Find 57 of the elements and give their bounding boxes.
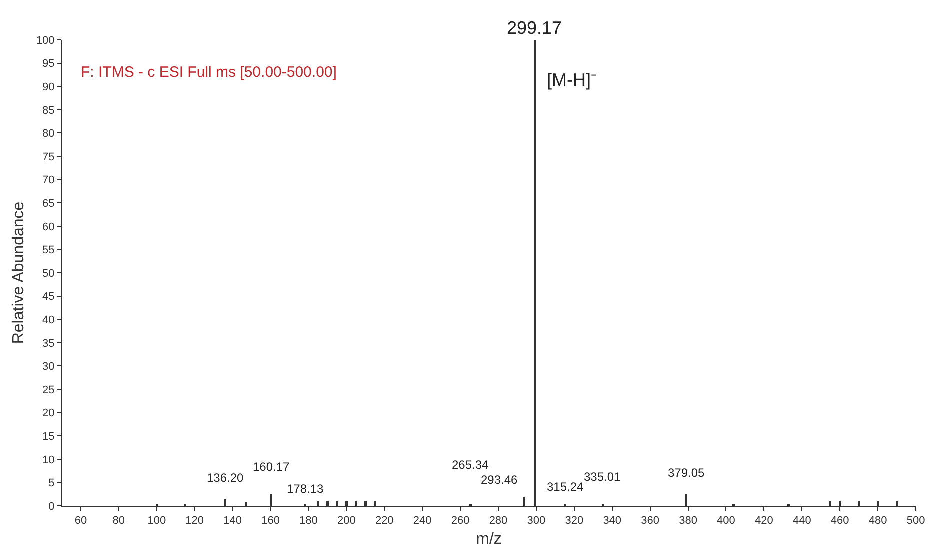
x-tick-label: 220 xyxy=(375,515,394,528)
y-tick-label: 95 xyxy=(42,58,55,70)
annotation: 293.46 xyxy=(481,473,518,487)
y-tick-label: 85 xyxy=(42,104,55,117)
y-tick-label: 15 xyxy=(42,430,55,443)
x-tick-label: 480 xyxy=(868,515,888,528)
x-axis-title: m/z xyxy=(476,530,502,548)
x-tick-label: 260 xyxy=(451,515,470,528)
annotation: 335.01 xyxy=(584,470,622,484)
y-tick-label: 80 xyxy=(42,128,55,140)
y-tick-label: 40 xyxy=(42,314,55,326)
x-tick-label: 100 xyxy=(148,515,166,528)
x-tick-label: 160 xyxy=(262,515,280,528)
annotation: [M-H]⁻ xyxy=(547,70,597,90)
x-tick-label: 240 xyxy=(413,515,432,528)
y-tick-label: 60 xyxy=(42,221,55,234)
x-tick-label: 400 xyxy=(717,515,736,528)
y-tick-label: 10 xyxy=(42,454,55,466)
x-tick-label: 380 xyxy=(679,515,698,528)
x-tick-label: 80 xyxy=(112,515,126,528)
y-tick-label: 90 xyxy=(42,81,55,94)
x-tick-label: 60 xyxy=(74,515,88,528)
annotation: 178.13 xyxy=(287,482,324,496)
y-tick-label: 35 xyxy=(42,338,55,350)
annotation: 379.05 xyxy=(668,466,706,480)
annotation: F: ITMS - c ESI Full ms [50.00-500.00] xyxy=(81,64,337,81)
x-tick-label: 140 xyxy=(224,515,242,528)
annotation: 160.17 xyxy=(253,460,290,474)
x-tick-label: 300 xyxy=(527,515,546,528)
x-tick-label: 460 xyxy=(830,515,850,528)
y-tick-label: 25 xyxy=(42,384,55,396)
annotation: 265.34 xyxy=(452,458,490,472)
x-tick-label: 180 xyxy=(300,515,318,528)
x-tick-label: 420 xyxy=(755,515,774,528)
x-tick-label: 120 xyxy=(186,515,204,528)
y-tick-label: 50 xyxy=(42,268,55,280)
y-tick-label: 45 xyxy=(42,291,55,304)
y-tick-label: 70 xyxy=(42,174,55,187)
y-tick-label: 30 xyxy=(42,361,55,374)
x-tick-label: 500 xyxy=(906,515,926,528)
y-tick-label: 55 xyxy=(42,244,55,257)
annotation: 315.24 xyxy=(547,480,584,494)
y-tick-label: 20 xyxy=(42,408,55,420)
annotation: 299.17 xyxy=(507,18,562,38)
annotation: 136.20 xyxy=(207,471,244,485)
y-tick-label: 0 xyxy=(48,500,55,513)
x-tick-label: 360 xyxy=(641,515,660,528)
y-tick-label: 100 xyxy=(36,34,55,47)
x-tick-label: 440 xyxy=(792,515,812,528)
y-axis-title: Relative Abundance xyxy=(10,202,28,344)
x-tick-label: 340 xyxy=(603,515,622,528)
x-tick-label: 280 xyxy=(489,515,508,528)
x-tick-label: 320 xyxy=(565,515,584,528)
x-tick-label: 200 xyxy=(337,515,356,528)
y-tick-label: 5 xyxy=(48,478,55,490)
y-tick-label: 65 xyxy=(42,198,55,210)
y-tick-label: 75 xyxy=(42,151,55,164)
